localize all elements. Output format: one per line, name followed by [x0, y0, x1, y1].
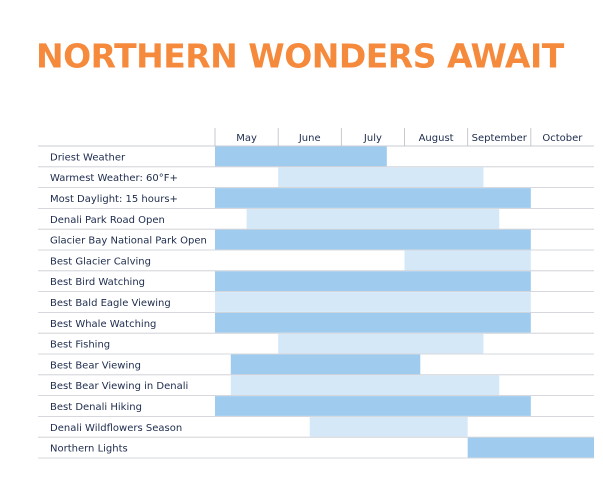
task-label: Best Bear Viewing: [50, 360, 141, 371]
task-bar: [215, 146, 387, 167]
task-bar: [309, 416, 468, 437]
task-label: Most Daylight: 15 hours+: [50, 194, 178, 205]
task-bar: [215, 229, 531, 250]
task-bar: [215, 188, 531, 208]
task-bar: [467, 437, 594, 458]
task-label: Northern Lights: [50, 444, 128, 455]
task-bar: [246, 208, 500, 229]
task-label: Best Whale Watching: [50, 319, 156, 330]
task-label: Best Bear Viewing in Denali: [50, 381, 188, 392]
task-bar: [215, 396, 531, 416]
task-label: Best Fishing: [50, 340, 110, 351]
task-bar: [230, 354, 421, 375]
task-bar: [215, 292, 531, 312]
task-label: Warmest Weather: 60°F+: [50, 173, 178, 184]
task-label: Glacier Bay National Park Open: [50, 236, 207, 247]
month-label: May: [236, 133, 257, 144]
month-label: September: [472, 133, 528, 144]
month-label: June: [298, 133, 321, 144]
task-label: Best Glacier Calving: [50, 256, 151, 267]
month-label: August: [419, 133, 454, 144]
task-bar: [404, 250, 531, 271]
task-label: Best Denali Hiking: [50, 402, 142, 413]
task-label: Best Bald Eagle Viewing: [50, 298, 171, 309]
task-label: Best Bird Watching: [50, 277, 145, 288]
task-bar: [215, 312, 531, 333]
task-bar: [278, 333, 484, 354]
task-bar: [230, 375, 500, 396]
month-label: July: [363, 133, 382, 144]
task-label: Driest Weather: [50, 152, 126, 163]
month-label: October: [542, 133, 583, 144]
chart-title: NORTHERN WONDERS AWAIT: [36, 37, 565, 76]
task-label: Denali Park Road Open: [50, 215, 165, 226]
task-bar: [278, 167, 484, 188]
task-label: Denali Wildflowers Season: [50, 423, 182, 434]
task-bar: [215, 271, 531, 292]
